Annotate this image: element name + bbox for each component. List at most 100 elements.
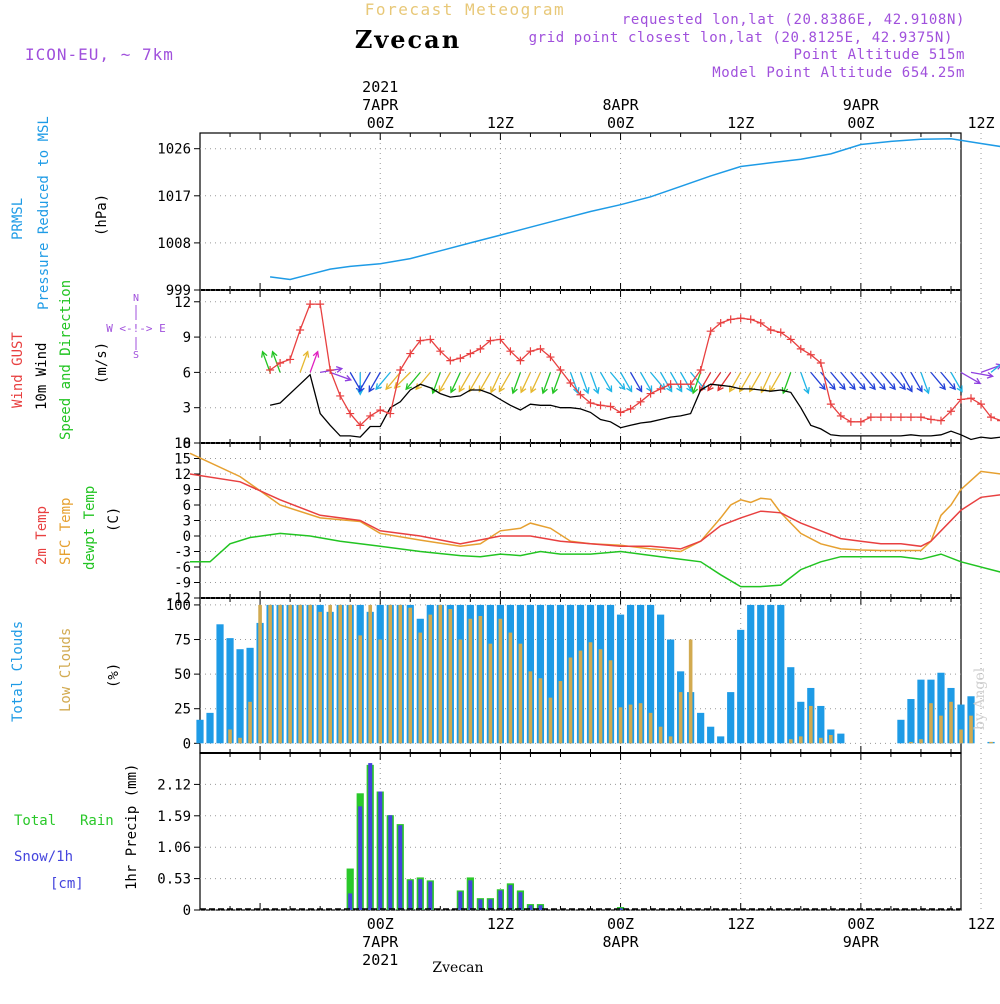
wind-gust-point xyxy=(326,366,335,375)
wind-arrow-shaft xyxy=(450,372,461,393)
wind-gust-point xyxy=(446,356,455,365)
total-cloud-bar xyxy=(216,624,224,744)
wind-arrow-shaft xyxy=(692,372,702,394)
bottom-time-label: 7APR xyxy=(362,933,399,951)
wind-compass-we: W <-!-> E xyxy=(106,322,166,335)
wind-arrow-head xyxy=(956,385,963,393)
wind-arrow xyxy=(619,372,633,393)
wind-arrow-shaft xyxy=(520,372,532,393)
watermark: by Angel xyxy=(972,667,988,730)
top-time-label: 8APR xyxy=(602,96,639,114)
wind-gust-point xyxy=(846,417,855,426)
wind-arrow-head xyxy=(450,386,457,394)
wind-gust-point xyxy=(676,380,685,389)
model-label: ICON-EU, ~ 7km xyxy=(25,45,174,64)
cloud-ylabels: Total Clouds Low Clouds (%) xyxy=(10,621,122,722)
wind-arrow-head xyxy=(405,383,412,391)
wind-arrow-head xyxy=(729,385,736,393)
wind-arrow xyxy=(729,372,742,393)
wind-arrow-shaft xyxy=(579,372,589,394)
wind-arrow-shaft xyxy=(552,372,562,394)
low-cloud-bar xyxy=(428,614,433,744)
wind-arrow-head xyxy=(899,383,906,391)
temp-ylabels: 2m Temp SFC Temp dewpt Temp (C) xyxy=(34,486,122,570)
total-cloud-bar xyxy=(937,672,945,744)
bottom-time-label: 00Z xyxy=(367,915,394,933)
wind-arrow xyxy=(541,372,552,395)
wind-arrow xyxy=(299,350,310,373)
wind-gust-point xyxy=(346,409,355,418)
temp-label-dewpt: dewpt Temp xyxy=(82,486,98,570)
precip-ytick-label: 0 xyxy=(183,903,191,919)
wind-arrow-head xyxy=(393,382,401,389)
total-cloud-bar xyxy=(917,679,925,744)
wind-arrow-head xyxy=(530,386,537,394)
wind-arrow-shaft xyxy=(830,371,846,390)
total-cloud-bar xyxy=(907,699,915,744)
low-cloud-bar xyxy=(248,701,252,744)
wind-compass-s: S xyxy=(133,350,139,361)
wind-gust-point xyxy=(416,336,425,345)
wind-gust-point xyxy=(816,358,825,367)
wind-gust-point xyxy=(876,413,885,422)
bottom-time-label: 2021 xyxy=(362,951,398,969)
low-cloud-bar xyxy=(318,611,322,744)
bottom-time-label: 8APR xyxy=(602,933,639,951)
wind-gust-point xyxy=(977,400,986,409)
wind-arrow-shaft xyxy=(438,372,451,392)
wind-gust-point xyxy=(296,326,305,335)
wind-arrow-shaft xyxy=(599,372,613,392)
low-cloud-bar xyxy=(829,735,833,744)
wind-arrow-shaft xyxy=(498,372,511,392)
wind-gust-point xyxy=(356,421,365,430)
wind-arrow-head xyxy=(335,366,344,373)
low-cloud-bar xyxy=(819,737,823,744)
total-cloud-bar xyxy=(957,704,965,744)
top-time-label: 12Z xyxy=(487,114,514,132)
wind-arrow-shaft xyxy=(640,372,653,392)
wind-arrow-shaft xyxy=(670,372,683,392)
wind-arrow-head xyxy=(676,385,683,393)
wind-gust-point xyxy=(506,347,515,356)
total-cloud-bar xyxy=(747,604,755,744)
wind-gust-point xyxy=(276,358,285,367)
wind-ytick-label: 3 xyxy=(183,401,191,417)
wind-arrow xyxy=(830,371,846,391)
wind-gust-point xyxy=(366,411,375,420)
low-cloud-bar xyxy=(678,692,683,744)
wind-arrow-head xyxy=(717,384,724,392)
wind-gust-point xyxy=(886,413,895,422)
wind-arrow xyxy=(920,372,931,395)
wind-gust-point xyxy=(826,400,835,409)
wind-arrow-shaft xyxy=(810,371,826,390)
low-cloud-bar xyxy=(408,607,413,744)
low-cloud-bar xyxy=(969,715,973,744)
temperature-ytick-label: -12 xyxy=(166,591,191,607)
wind-arrow xyxy=(490,372,501,394)
wind-arrow xyxy=(890,371,906,391)
wind-arrow-head xyxy=(344,374,353,382)
pressure-ytick-label: 1008 xyxy=(157,236,191,252)
wind-arrow xyxy=(670,372,683,393)
wind-gust-point xyxy=(836,411,845,420)
precip-label-snow: Snow/1h xyxy=(14,849,73,865)
wind-speed-line xyxy=(269,373,1000,441)
pressure-label-desc: Pressure Reduced to MSL xyxy=(36,116,52,310)
wind-gust-point xyxy=(896,413,905,422)
wind-gust-point xyxy=(456,354,465,363)
wind-arrow xyxy=(940,371,956,391)
total-cloud-bar xyxy=(837,733,845,744)
wind-arrow-shaft xyxy=(385,371,401,390)
snow-bar xyxy=(468,880,473,910)
snow-bar xyxy=(388,815,393,910)
wind-arrow xyxy=(468,372,481,393)
wind-arrow-shaft xyxy=(610,371,626,390)
total-cloud-bar xyxy=(797,701,805,744)
wind-arrow-shaft xyxy=(490,372,501,393)
wind-arrow-head xyxy=(859,383,866,391)
wind-arrow-head xyxy=(707,384,714,392)
temp-label-sfc: SFC Temp xyxy=(58,498,74,565)
low-cloud-bar xyxy=(388,604,393,744)
total-cloud-bar xyxy=(236,649,244,744)
low-cloud-bar xyxy=(518,643,523,744)
